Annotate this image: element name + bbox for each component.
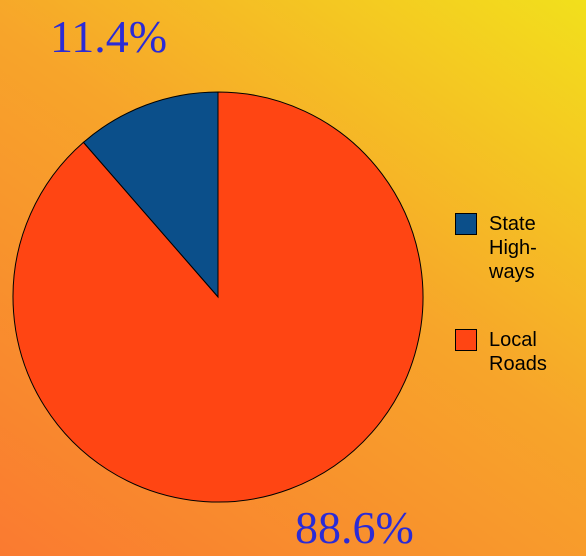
data-label: 88.6% <box>295 502 414 553</box>
pie-slice <box>82 91 219 299</box>
legend-label: Local Roads <box>489 329 547 375</box>
legend-swatch <box>455 329 477 351</box>
legend-label: State High-ways <box>489 213 537 283</box>
legend-item: Local Roads <box>455 328 549 376</box>
data-label: 11.4% <box>50 11 168 62</box>
pie-slice <box>12 91 424 503</box>
legend-swatch <box>455 213 477 235</box>
legend-item: State High-ways <box>455 212 549 284</box>
